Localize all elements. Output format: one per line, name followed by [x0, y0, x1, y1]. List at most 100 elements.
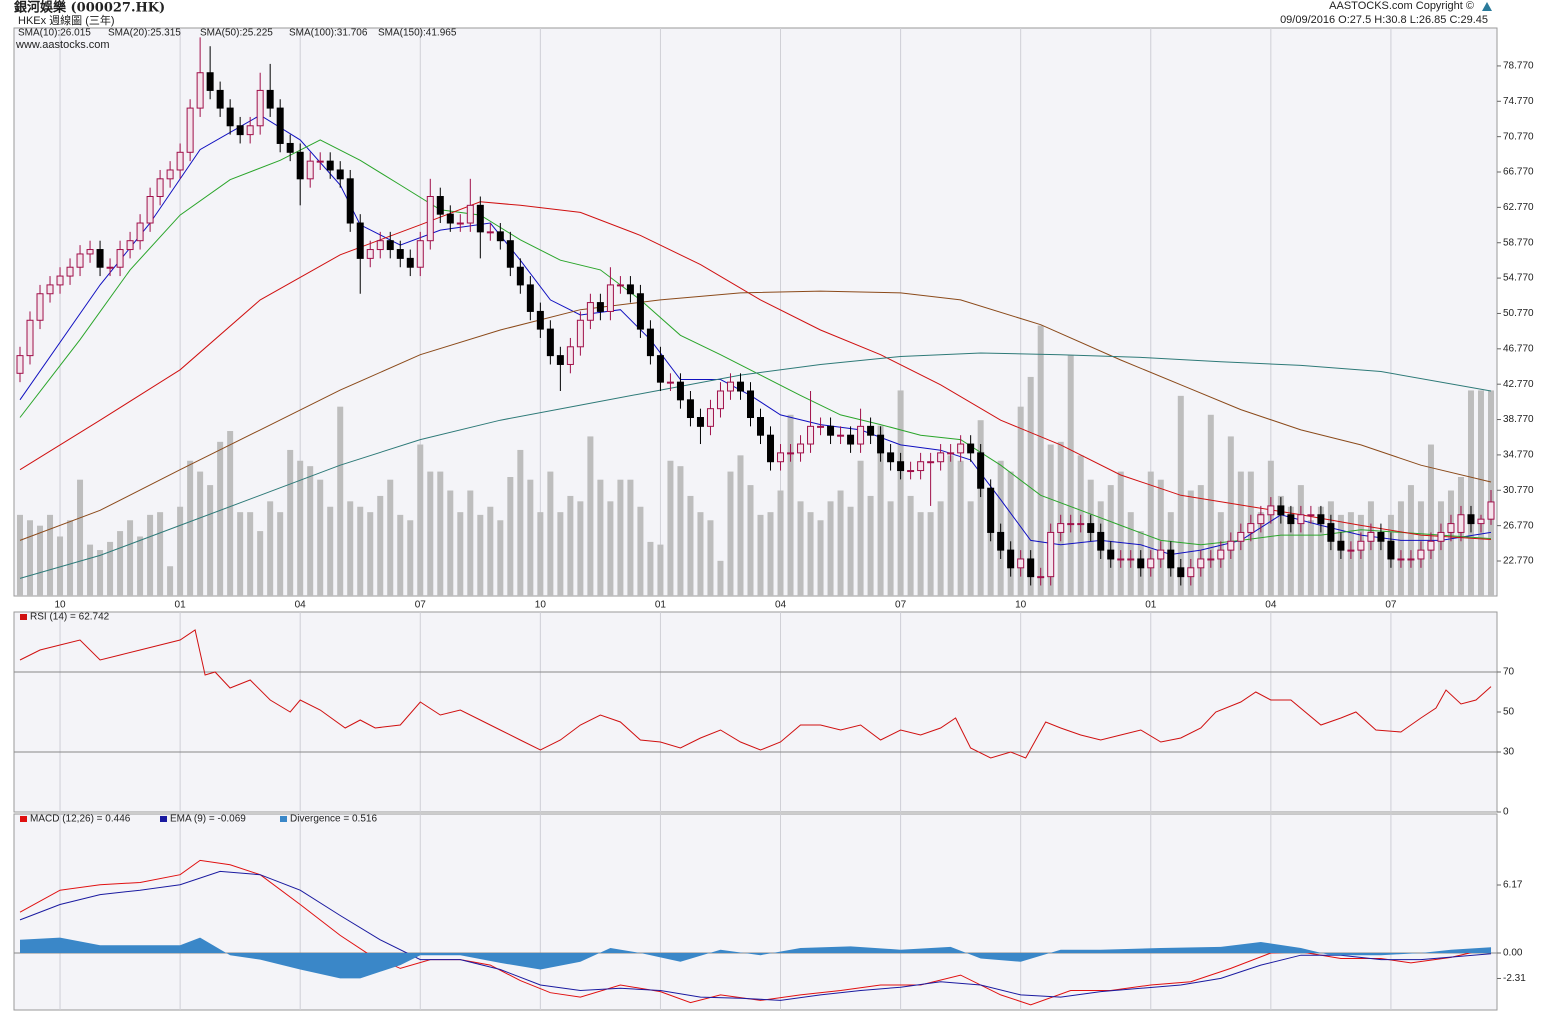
- volume-bar: [977, 420, 984, 596]
- volume-bar: [57, 536, 64, 596]
- volume-bar: [757, 514, 764, 596]
- site-label: www.aastocks.com: [15, 39, 110, 51]
- volume-bar: [557, 512, 564, 596]
- volume-bar: [527, 479, 534, 596]
- volume-bar: [247, 512, 254, 596]
- candle-body: [206, 72, 214, 91]
- candle-body: [1327, 523, 1335, 542]
- volume-bar: [1207, 414, 1214, 596]
- logo: [1482, 2, 1492, 11]
- y-tick-label: 70: [1503, 667, 1515, 678]
- candle-body: [466, 204, 474, 224]
- y-tick-label: 6.17: [1503, 880, 1523, 891]
- volume-bar: [167, 566, 174, 596]
- candle-body: [526, 284, 534, 312]
- candle-body: [767, 434, 775, 463]
- candle-body: [586, 302, 594, 321]
- candle-body: [877, 434, 885, 454]
- candle-body: [837, 434, 845, 437]
- volume-bar: [1467, 390, 1474, 596]
- candle-body: [1127, 558, 1135, 561]
- legend-label: EMA (9) = -0.069: [170, 814, 246, 825]
- volume-bar: [987, 490, 994, 596]
- candle-body: [1267, 505, 1275, 516]
- volume-bar: [707, 520, 714, 596]
- candle-body: [256, 89, 264, 127]
- candle-body: [817, 425, 825, 428]
- volume-bar: [187, 460, 194, 596]
- candle-body: [1337, 540, 1345, 551]
- volume-bar: [307, 466, 314, 596]
- legend-label: Divergence = 0.516: [290, 814, 377, 825]
- candle-body: [306, 160, 314, 180]
- series-line: [19, 201, 1492, 540]
- candle-body: [166, 169, 174, 180]
- candle-body: [1107, 549, 1115, 560]
- candle-body: [927, 461, 935, 464]
- legend-label: MACD (12,26) = 0.446: [30, 814, 131, 825]
- volume-bar: [397, 514, 404, 596]
- candle-body: [977, 452, 985, 489]
- candle-body: [1157, 549, 1165, 560]
- legend-swatch: [20, 816, 27, 822]
- candle-body: [1287, 514, 1295, 525]
- candle-body: [326, 160, 334, 171]
- candle-body: [46, 284, 54, 295]
- candle-body: [787, 452, 795, 455]
- candle-body: [1017, 558, 1025, 569]
- volume-bar: [1477, 390, 1484, 596]
- candle-body: [496, 231, 504, 242]
- candle-body: [937, 452, 945, 463]
- candle-body: [216, 89, 224, 109]
- candle-body: [1447, 523, 1455, 533]
- volume-bar: [567, 495, 574, 596]
- volume-bar: [787, 414, 794, 596]
- volume-bar: [717, 560, 724, 596]
- volume-bar: [1267, 460, 1274, 596]
- candle-body: [897, 461, 905, 472]
- volume-bar: [827, 501, 834, 596]
- chart-subtitle: HKEx 週線圖 (三年): [18, 13, 115, 27]
- candle-body: [386, 240, 394, 251]
- volume-bar: [237, 512, 244, 596]
- volume-bar: [197, 471, 204, 596]
- candle-body: [356, 222, 364, 259]
- candle-body: [576, 319, 584, 348]
- volume-bar: [97, 550, 104, 596]
- candle-body: [1237, 531, 1245, 542]
- candle-body: [1117, 558, 1125, 561]
- volume-bar: [767, 512, 774, 596]
- volume-bar: [657, 544, 664, 596]
- volume-bar: [17, 514, 24, 596]
- legend-label: SMA(20):25.315: [108, 28, 181, 39]
- candle-body: [1197, 558, 1205, 569]
- volume-bar: [137, 536, 144, 596]
- candle-body: [616, 284, 624, 287]
- candle-body: [436, 195, 444, 215]
- y-tick-label: 22.770: [1503, 556, 1534, 567]
- candle-body: [827, 425, 835, 436]
- candle-body: [907, 470, 915, 473]
- candle-body: [987, 487, 995, 533]
- candle-body: [286, 142, 294, 153]
- candle-body: [66, 266, 74, 277]
- legend-swatch: [160, 816, 167, 822]
- candle-body: [186, 107, 194, 153]
- volume-bar: [947, 455, 954, 596]
- volume-bar: [1447, 490, 1454, 596]
- candle-body: [76, 253, 84, 268]
- x-tick-label: 04: [1265, 600, 1277, 611]
- series-line: [19, 629, 1492, 759]
- candle-body: [596, 302, 604, 312]
- volume-bar: [1017, 406, 1024, 596]
- series-line: [19, 870, 1492, 1001]
- candle-body: [86, 249, 94, 255]
- volume-bar: [437, 471, 444, 596]
- candle-body: [1187, 567, 1195, 578]
- chart-title: 銀河娛樂 (000027.HK): [14, 0, 165, 16]
- candle-body: [1077, 523, 1085, 526]
- volume-bar: [797, 501, 804, 596]
- volume-bar: [357, 506, 364, 596]
- x-tick-label: 10: [1015, 600, 1027, 611]
- volume-bar: [317, 479, 324, 596]
